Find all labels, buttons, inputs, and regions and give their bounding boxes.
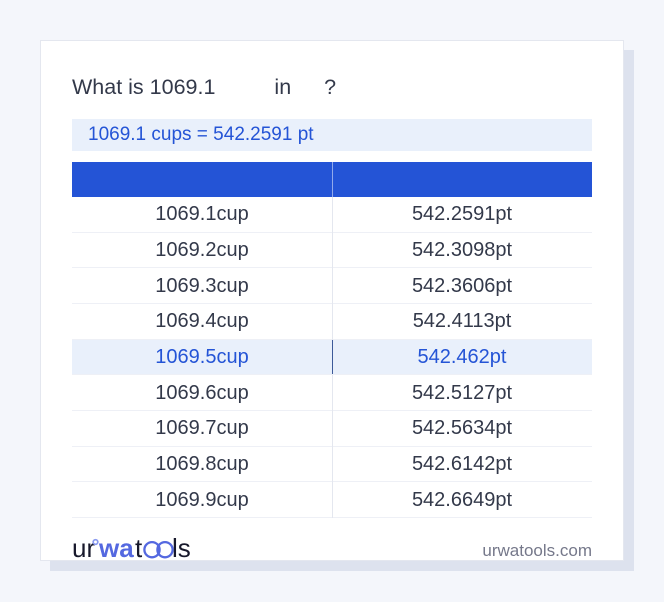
svg-text:ls: ls (172, 533, 191, 563)
svg-text:wa: wa (98, 533, 134, 563)
svg-text:ur: ur (72, 533, 95, 563)
svg-text:t: t (135, 533, 143, 563)
